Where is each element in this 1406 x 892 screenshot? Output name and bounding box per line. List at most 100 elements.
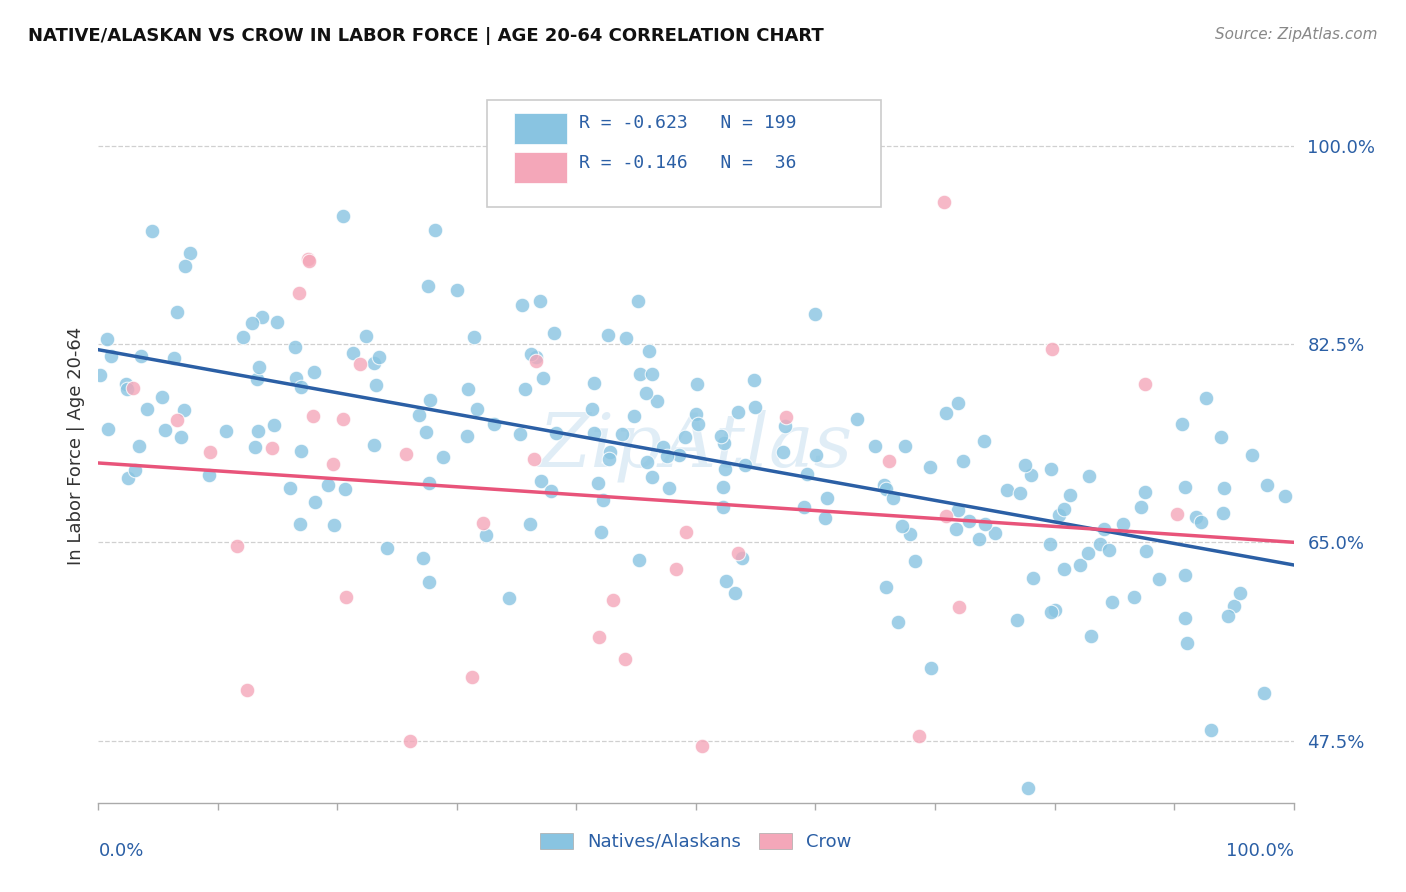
Point bbox=[636, 455, 658, 469]
Point bbox=[948, 600, 970, 615]
Point bbox=[1229, 586, 1251, 600]
Point bbox=[1017, 781, 1039, 796]
Point bbox=[246, 372, 269, 386]
Point bbox=[153, 423, 176, 437]
Point bbox=[263, 417, 285, 432]
Point bbox=[366, 378, 388, 392]
Point bbox=[523, 452, 546, 467]
Point bbox=[1019, 467, 1042, 482]
Point bbox=[115, 383, 138, 397]
Point bbox=[457, 382, 479, 396]
Point bbox=[638, 344, 661, 359]
Point bbox=[891, 518, 914, 533]
Point bbox=[711, 500, 734, 514]
Point bbox=[744, 400, 766, 414]
Point bbox=[412, 551, 434, 566]
Point bbox=[475, 527, 498, 541]
Point bbox=[903, 554, 925, 568]
Point bbox=[1223, 599, 1246, 613]
Point bbox=[907, 729, 929, 743]
Point bbox=[1133, 377, 1156, 392]
Point bbox=[463, 329, 485, 343]
Point bbox=[1039, 536, 1062, 550]
Point bbox=[875, 581, 897, 595]
Y-axis label: In Labor Force | Age 20-64: In Labor Force | Age 20-64 bbox=[66, 326, 84, 566]
Point bbox=[117, 471, 139, 485]
Point bbox=[984, 525, 1007, 540]
Point bbox=[1005, 613, 1028, 627]
Point bbox=[260, 441, 283, 455]
Point bbox=[1088, 537, 1111, 551]
Point bbox=[510, 298, 533, 312]
Point bbox=[363, 356, 385, 370]
Point bbox=[1135, 544, 1157, 558]
Point bbox=[946, 396, 969, 410]
Point bbox=[136, 402, 159, 417]
Point bbox=[179, 246, 201, 260]
Point bbox=[742, 373, 765, 387]
Point bbox=[368, 351, 391, 365]
Point bbox=[804, 307, 827, 321]
Point bbox=[588, 630, 610, 644]
Point bbox=[969, 532, 991, 546]
Point bbox=[713, 435, 735, 450]
Point bbox=[920, 661, 942, 675]
Point bbox=[285, 371, 308, 385]
Point bbox=[592, 492, 614, 507]
Point bbox=[375, 541, 398, 556]
Point bbox=[418, 475, 440, 490]
Point bbox=[1174, 568, 1197, 582]
Point bbox=[247, 359, 270, 374]
Point bbox=[655, 450, 678, 464]
Point bbox=[935, 509, 957, 524]
Point bbox=[581, 402, 603, 417]
Point bbox=[1133, 485, 1156, 500]
Text: R = -0.146   N =  36: R = -0.146 N = 36 bbox=[579, 153, 796, 171]
Point bbox=[498, 591, 520, 606]
Point bbox=[1040, 343, 1063, 357]
FancyBboxPatch shape bbox=[515, 112, 567, 145]
Point bbox=[1010, 486, 1032, 500]
Point bbox=[626, 293, 648, 308]
Point bbox=[668, 448, 690, 462]
Point bbox=[1195, 391, 1218, 405]
Point bbox=[519, 516, 541, 531]
Point bbox=[266, 315, 288, 329]
Point bbox=[1043, 602, 1066, 616]
Point bbox=[651, 441, 673, 455]
Point bbox=[589, 524, 612, 539]
Point bbox=[232, 329, 254, 343]
Point bbox=[1101, 594, 1123, 608]
Point bbox=[877, 454, 900, 468]
Point bbox=[727, 546, 749, 560]
Point bbox=[1130, 500, 1153, 514]
Point bbox=[1098, 543, 1121, 558]
Point bbox=[173, 402, 195, 417]
Point bbox=[1201, 723, 1223, 738]
Point bbox=[304, 494, 326, 508]
Point bbox=[354, 329, 377, 343]
Text: NATIVE/ALASKAN VS CROW IN LABOR FORCE | AGE 20-64 CORRELATION CHART: NATIVE/ALASKAN VS CROW IN LABOR FORCE | … bbox=[28, 27, 824, 45]
Point bbox=[1174, 611, 1197, 625]
Point bbox=[1111, 517, 1133, 532]
Point bbox=[1189, 515, 1212, 529]
Point bbox=[166, 305, 188, 319]
Point bbox=[529, 293, 551, 308]
Point bbox=[602, 593, 624, 607]
Point bbox=[714, 462, 737, 476]
Point bbox=[335, 590, 357, 604]
Point bbox=[1212, 506, 1234, 520]
Point bbox=[1253, 686, 1275, 700]
Point bbox=[302, 409, 325, 423]
Point bbox=[920, 460, 942, 475]
Point bbox=[333, 483, 356, 497]
Point bbox=[599, 445, 621, 459]
Point bbox=[1039, 605, 1062, 619]
Point bbox=[166, 413, 188, 427]
Point bbox=[533, 371, 555, 385]
Point bbox=[297, 252, 319, 266]
Point bbox=[875, 482, 897, 496]
Point bbox=[1216, 608, 1239, 623]
Point bbox=[408, 408, 430, 422]
Point bbox=[734, 458, 756, 473]
